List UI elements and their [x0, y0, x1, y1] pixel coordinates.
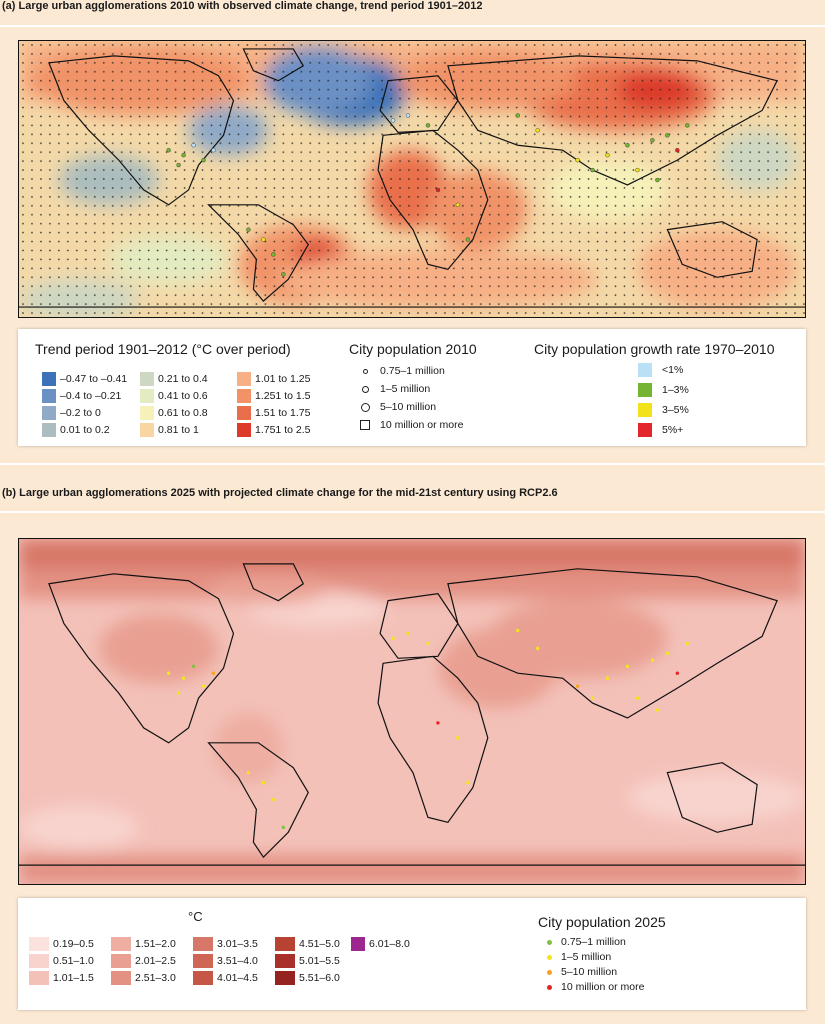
- legend-warming-class: 1.01–1.5: [29, 970, 94, 986]
- legend-trend-class: 1.51 to 1.75: [237, 405, 310, 421]
- legend-warming-class: 3.51–4.0: [193, 953, 258, 969]
- legend-pop-class: 5–10 million: [358, 399, 436, 415]
- swatch: [140, 423, 154, 437]
- swatch: [638, 363, 652, 377]
- legend-warming-class: 1.51–2.0: [111, 936, 176, 952]
- map-observed-trend-svg: [19, 41, 805, 317]
- projected-warming-field: [19, 539, 805, 884]
- legend-trend-class: 0.21 to 0.4: [140, 371, 208, 387]
- map-observed-trend: [18, 40, 806, 318]
- legend-growth-title: City population growth rate 1970–2010: [534, 341, 775, 357]
- legend-warming-class: 0.51–1.0: [29, 953, 94, 969]
- legend-trend-class: 1.751 to 2.5: [237, 422, 310, 438]
- legend-warming-class: 5.01–5.5: [275, 953, 340, 969]
- swatch: [42, 423, 56, 437]
- coastlines: [19, 563, 805, 866]
- legend-growth-class: 5%+: [638, 422, 683, 438]
- legend-trend-class: 1.251 to 1.5: [237, 388, 310, 404]
- panel-b-title: (b) Large urban agglomerations 2025 with…: [2, 487, 558, 499]
- map-projected-svg: [19, 539, 805, 884]
- city-markers-2025: [166, 628, 689, 830]
- legend-warming-class: 6.01–8.0: [351, 936, 410, 952]
- legend-unit: °C: [188, 909, 203, 924]
- legend-pop-2025-class: 10 million or more: [544, 979, 644, 995]
- separator: [0, 463, 825, 465]
- swatch: [111, 954, 131, 968]
- legend-growth-class: 3–5%: [638, 402, 689, 418]
- swatch: [42, 372, 56, 386]
- swatch: [42, 389, 56, 403]
- legend-projected: °C 0.19–0.5 0.51–1.0 1.01–1.5 1.51–2.0 2…: [18, 898, 806, 1010]
- swatch: [193, 937, 213, 951]
- legend-growth-class: <1%: [638, 362, 683, 378]
- small-circle-icon: [358, 364, 372, 378]
- circle-icon: [358, 382, 372, 396]
- legend-population-title: City population 2010: [349, 341, 477, 357]
- swatch: [111, 937, 131, 951]
- legend-trend-class: 1.01 to 1.25: [237, 371, 310, 387]
- swatch: [42, 406, 56, 420]
- coastlines: [19, 48, 805, 308]
- legend-trend-class: 0.01 to 0.2: [42, 422, 110, 438]
- legend-warming-class: 2.51–3.0: [111, 970, 176, 986]
- panel-a-title: (a) Large urban agglomerations 2010 with…: [2, 0, 483, 12]
- dot-icon: [547, 954, 552, 960]
- swatch: [29, 937, 49, 951]
- square-icon: [358, 418, 372, 432]
- legend-trend-class: 0.41 to 0.6: [140, 388, 208, 404]
- legend-warming-class: 3.01–3.5: [193, 936, 258, 952]
- dot-icon: [547, 969, 552, 975]
- legend-pop-class: 1–5 million: [358, 381, 430, 397]
- legend-trend-title: Trend period 1901–2012 (°C over period): [35, 341, 291, 357]
- legend-warming-class: 2.01–2.5: [111, 953, 176, 969]
- legend-pop-class: 0.75–1 million: [358, 363, 445, 379]
- swatch: [140, 406, 154, 420]
- legend-warming-class: 4.51–5.0: [275, 936, 340, 952]
- swatch: [638, 423, 652, 437]
- legend-pop-2025-class: 5–10 million: [544, 964, 617, 980]
- separator: [0, 511, 825, 513]
- legend-trend-class: –0.2 to 0: [42, 405, 101, 421]
- legend-warming-class: 5.51–6.0: [275, 970, 340, 986]
- swatch: [29, 971, 49, 985]
- swatch: [29, 954, 49, 968]
- swatch: [638, 403, 652, 417]
- legend-pop-2025-class: 1–5 million: [544, 949, 611, 965]
- swatch: [111, 971, 131, 985]
- legend-growth-class: 1–3%: [638, 382, 689, 398]
- swatch: [140, 389, 154, 403]
- swatch: [193, 954, 213, 968]
- large-circle-icon: [358, 400, 372, 414]
- dot-icon: [547, 939, 552, 945]
- legend-population-2025-title: City population 2025: [538, 914, 666, 930]
- legend-warming-class: 0.19–0.5: [29, 936, 94, 952]
- swatch: [237, 406, 251, 420]
- legend-trend-class: –0.47 to –0.41: [42, 371, 127, 387]
- legend-observed: Trend period 1901–2012 (°C over period) …: [18, 329, 806, 446]
- swatch: [237, 389, 251, 403]
- legend-trend-class: 0.61 to 0.8: [140, 405, 208, 421]
- separator: [0, 25, 825, 27]
- city-markers-2010: [166, 113, 690, 277]
- legend-pop-class: 10 million or more: [358, 417, 463, 433]
- swatch: [275, 954, 295, 968]
- swatch: [140, 372, 154, 386]
- swatch: [275, 971, 295, 985]
- map-projected-rcp26: [18, 538, 806, 885]
- legend-pop-2025-class: 0.75–1 million: [544, 934, 626, 950]
- dot-icon: [547, 984, 552, 990]
- significance-stipple: [19, 41, 805, 317]
- legend-trend-class: 0.81 to 1: [140, 422, 199, 438]
- swatch: [193, 971, 213, 985]
- swatch: [638, 383, 652, 397]
- swatch: [237, 372, 251, 386]
- legend-warming-class: 4.01–4.5: [193, 970, 258, 986]
- legend-trend-class: –0.4 to –0.21: [42, 388, 121, 404]
- swatch: [237, 423, 251, 437]
- swatch: [351, 937, 365, 951]
- swatch: [275, 937, 295, 951]
